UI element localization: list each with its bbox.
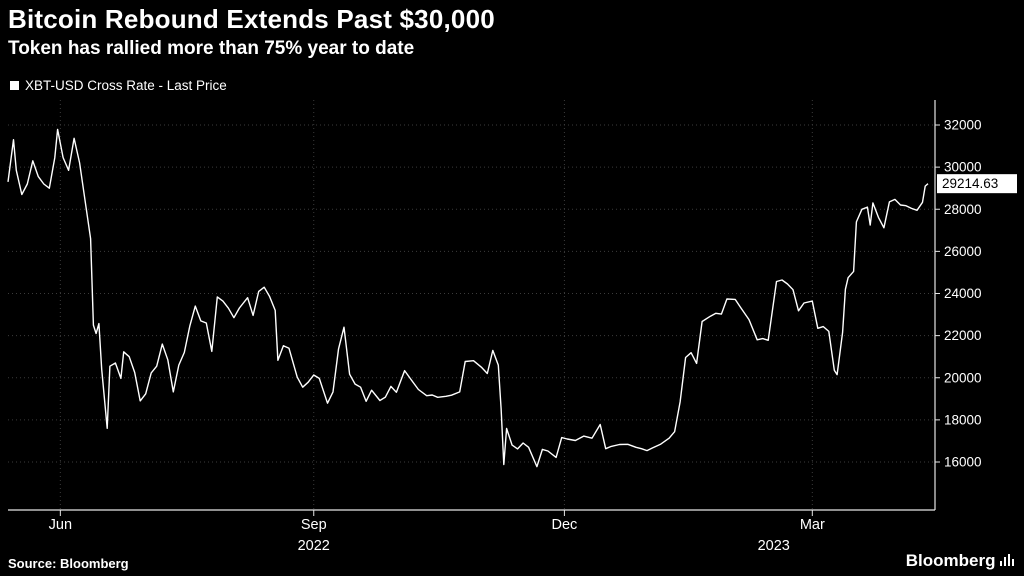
y-tick-label: 16000 xyxy=(944,455,982,470)
y-tick-label: 28000 xyxy=(944,202,982,217)
legend-marker-icon xyxy=(10,81,19,90)
year-label: 2022 xyxy=(298,538,330,554)
gridlines xyxy=(8,100,935,510)
y-tick-label: 22000 xyxy=(944,328,982,343)
legend-label: XBT-USD Cross Rate - Last Price xyxy=(25,78,227,93)
x-tick-label: Sep xyxy=(301,517,327,533)
y-tick-label: 26000 xyxy=(944,244,982,259)
bloomberg-bars-icon xyxy=(999,554,1014,566)
price-line xyxy=(7,128,929,468)
y-tick-label: 24000 xyxy=(944,286,982,301)
y-tick-label: 30000 xyxy=(944,160,982,175)
last-price-label: 29214.63 xyxy=(942,176,998,191)
x-tick-label: Jun xyxy=(49,517,72,533)
page-title: Bitcoin Rebound Extends Past $30,000 xyxy=(8,4,495,34)
axis-labels: 32000 30000 28000 26000 24000 22000 20000 18000… xyxy=(49,118,982,555)
y-tick-label: 32000 xyxy=(944,118,982,133)
y-tick-label: 20000 xyxy=(944,370,982,385)
bloomberg-logo: Bloomberg xyxy=(906,551,1014,571)
page-subtitle: Token has rallied more than 75% year to … xyxy=(8,38,415,59)
y-tick-label: 18000 xyxy=(944,412,982,427)
bloomberg-wordmark: Bloomberg xyxy=(905,551,996,570)
legend: XBT-USD Cross Rate - Last Price xyxy=(10,78,227,93)
x-tick-label: Dec xyxy=(552,517,578,533)
x-tick-label: Mar xyxy=(800,517,825,533)
last-price-flag xyxy=(937,174,1017,194)
year-label: 2023 xyxy=(758,538,790,554)
source-credit: Source: Bloomberg xyxy=(8,556,129,571)
